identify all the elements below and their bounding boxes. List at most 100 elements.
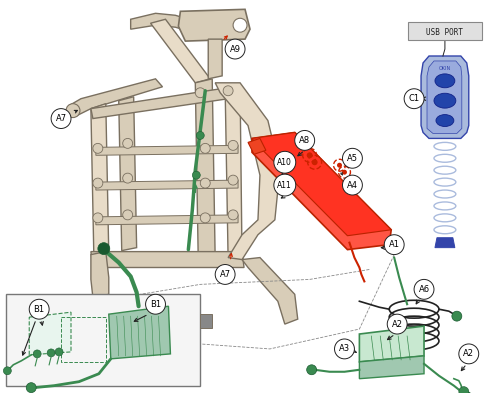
Text: B1: B1 <box>34 305 44 314</box>
Circle shape <box>146 294 166 314</box>
Circle shape <box>228 175 238 185</box>
Circle shape <box>225 39 245 59</box>
Polygon shape <box>252 132 391 250</box>
Circle shape <box>51 109 71 128</box>
Text: A1: A1 <box>388 240 400 249</box>
Polygon shape <box>215 83 280 260</box>
Polygon shape <box>69 79 162 115</box>
Bar <box>61 317 106 362</box>
Text: A7: A7 <box>56 114 66 123</box>
Polygon shape <box>96 215 238 225</box>
Bar <box>6 294 200 386</box>
Circle shape <box>33 350 41 358</box>
Polygon shape <box>96 180 238 190</box>
Circle shape <box>387 314 407 334</box>
Circle shape <box>452 311 462 321</box>
Polygon shape <box>242 258 298 324</box>
Circle shape <box>306 365 316 375</box>
Text: A5: A5 <box>347 154 358 163</box>
Circle shape <box>295 130 314 151</box>
Text: USB PORT: USB PORT <box>426 28 464 37</box>
Circle shape <box>200 178 210 188</box>
Circle shape <box>200 143 210 153</box>
Polygon shape <box>208 39 222 79</box>
Polygon shape <box>91 86 242 119</box>
Circle shape <box>334 339 354 359</box>
Circle shape <box>98 243 110 255</box>
Circle shape <box>122 173 132 183</box>
Text: A9: A9 <box>230 45 240 54</box>
Circle shape <box>337 163 342 168</box>
Circle shape <box>306 152 312 158</box>
Text: C1: C1 <box>408 94 420 103</box>
Polygon shape <box>360 356 424 379</box>
Polygon shape <box>91 104 109 258</box>
Ellipse shape <box>435 74 455 88</box>
Circle shape <box>404 89 424 109</box>
Circle shape <box>55 348 63 356</box>
Polygon shape <box>91 252 109 297</box>
Polygon shape <box>427 61 462 134</box>
Polygon shape <box>421 56 469 138</box>
Text: A8: A8 <box>299 136 310 145</box>
Text: A3: A3 <box>339 344 350 353</box>
Bar <box>200 314 212 328</box>
Text: B1: B1 <box>150 300 161 309</box>
Circle shape <box>414 279 434 299</box>
Circle shape <box>223 86 233 96</box>
Circle shape <box>342 170 347 175</box>
Circle shape <box>274 174 295 196</box>
Polygon shape <box>91 252 244 268</box>
Polygon shape <box>118 97 136 251</box>
Polygon shape <box>178 9 250 41</box>
Polygon shape <box>360 326 424 362</box>
Polygon shape <box>225 86 242 260</box>
Circle shape <box>122 138 132 149</box>
Ellipse shape <box>434 93 456 108</box>
FancyBboxPatch shape <box>408 22 482 40</box>
Circle shape <box>384 235 404 255</box>
Text: A11: A11 <box>278 180 292 190</box>
Polygon shape <box>196 79 215 262</box>
Text: OKIN: OKIN <box>439 67 451 71</box>
Polygon shape <box>252 132 391 236</box>
Circle shape <box>274 151 295 173</box>
Circle shape <box>459 344 478 364</box>
Circle shape <box>93 143 103 153</box>
Circle shape <box>4 367 12 375</box>
Circle shape <box>215 264 235 284</box>
Circle shape <box>47 349 55 357</box>
Circle shape <box>312 159 318 165</box>
Polygon shape <box>435 238 455 248</box>
Text: A10: A10 <box>278 158 292 167</box>
Circle shape <box>26 383 36 392</box>
Polygon shape <box>150 19 210 83</box>
Circle shape <box>342 149 362 168</box>
Polygon shape <box>96 145 238 155</box>
Circle shape <box>93 213 103 223</box>
Circle shape <box>342 175 362 195</box>
Circle shape <box>196 88 205 98</box>
Polygon shape <box>29 312 71 355</box>
Ellipse shape <box>436 115 454 126</box>
Circle shape <box>228 210 238 220</box>
Text: A6: A6 <box>418 285 430 294</box>
Circle shape <box>29 299 49 319</box>
Circle shape <box>196 132 204 139</box>
Circle shape <box>192 171 200 179</box>
Circle shape <box>93 178 103 188</box>
Polygon shape <box>130 13 200 33</box>
Circle shape <box>233 18 247 32</box>
Circle shape <box>459 387 469 394</box>
Circle shape <box>200 213 210 223</box>
Circle shape <box>122 210 132 220</box>
Text: A4: A4 <box>347 180 358 190</box>
Circle shape <box>228 140 238 151</box>
Text: A2: A2 <box>464 349 474 359</box>
Text: A2: A2 <box>392 320 402 329</box>
Text: A7: A7 <box>220 270 230 279</box>
Polygon shape <box>248 138 266 154</box>
Circle shape <box>66 104 80 117</box>
Circle shape <box>462 392 472 394</box>
Polygon shape <box>109 306 170 359</box>
